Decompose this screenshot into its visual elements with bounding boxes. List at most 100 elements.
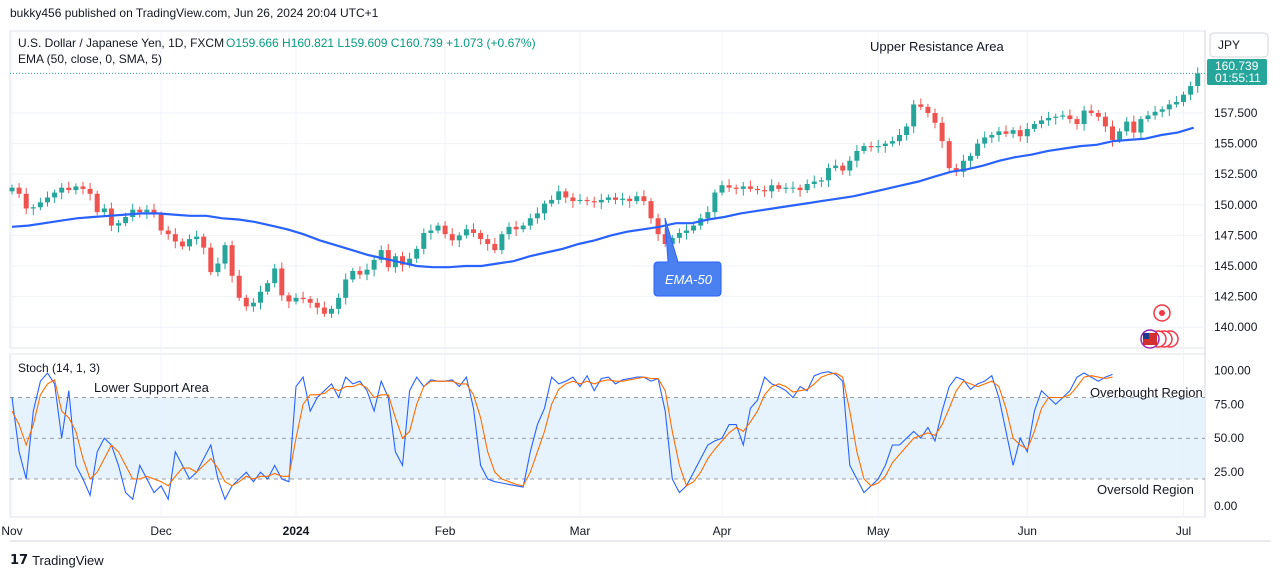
candle-body	[989, 135, 995, 138]
stoch-k-line	[11, 371, 1113, 502]
ema-callout-bubble	[653, 217, 722, 297]
candle-body	[818, 180, 824, 182]
price-tick-label: 155.000	[1214, 137, 1258, 151]
candle-body	[747, 186, 753, 189]
candle-body	[371, 259, 377, 270]
candle-body	[598, 199, 604, 203]
stoch-tick-label: 0.00	[1214, 499, 1238, 513]
candle-body	[542, 203, 547, 214]
candle-body	[265, 283, 271, 292]
candle-body	[776, 185, 782, 189]
stoch-legend: Stoch (14, 1, 3)	[18, 361, 100, 375]
candle-body	[101, 208, 107, 213]
candle-body	[94, 193, 100, 213]
candle-body	[882, 143, 888, 147]
candle-body	[9, 187, 15, 192]
bar-countdown: 01:55:11	[1215, 71, 1261, 85]
time-tick-label: Apr	[713, 524, 732, 538]
candle-body	[229, 245, 235, 276]
currency-selector[interactable]	[1209, 32, 1269, 58]
candle-body	[314, 302, 320, 308]
candle-body	[16, 187, 22, 194]
candle-body	[1039, 120, 1044, 125]
candle-body	[833, 165, 839, 169]
candle-body	[691, 225, 697, 231]
candle-body	[897, 135, 902, 142]
candle-body	[669, 237, 675, 244]
candle-body	[286, 295, 292, 302]
time-tick-label: Dec	[150, 524, 171, 538]
candle-body	[613, 197, 618, 200]
candle-body	[158, 214, 164, 231]
candle-body	[364, 269, 370, 275]
candle-body	[684, 230, 689, 233]
candle-body	[513, 226, 519, 230]
candle-body	[960, 160, 966, 172]
candle-body	[172, 234, 178, 242]
candle-body	[144, 209, 150, 213]
candle-body	[1031, 124, 1037, 129]
candle-body	[87, 188, 93, 194]
ema50-line	[11, 126, 1195, 269]
candle-body	[23, 193, 29, 209]
candle-body	[755, 188, 760, 191]
candle-body	[1067, 115, 1073, 120]
candle-body	[854, 150, 860, 161]
candle-body	[634, 196, 640, 202]
candle-body	[762, 190, 768, 192]
candle-body	[925, 106, 931, 114]
candle-body	[1081, 110, 1087, 125]
candle-body	[1131, 121, 1137, 133]
annotation-oversold: Oversold Region	[1097, 482, 1194, 497]
candle-body	[45, 197, 50, 203]
candle-body	[719, 185, 725, 193]
candle-body	[1195, 73, 1201, 87]
candle-body	[712, 192, 718, 213]
time-tick-label: Jun	[1018, 524, 1037, 538]
candle-body	[826, 168, 831, 181]
candle-body	[1117, 131, 1123, 140]
candle-body	[123, 217, 129, 224]
candle-body	[726, 185, 732, 188]
candle-body	[740, 186, 746, 189]
candle-body	[996, 131, 1002, 136]
ohlc-readout: O159.666 H160.821 L159.609 C160.739 +1.0…	[226, 36, 536, 50]
candle-body	[534, 213, 540, 219]
tradingview-footer[interactable]: 𝟭𝟳 TradingView	[10, 552, 104, 568]
stoch-tick-label: 100.00	[1214, 363, 1251, 377]
last-price-value: 160.739	[1215, 59, 1259, 73]
candle-body	[705, 212, 711, 219]
candle-body	[1102, 116, 1108, 127]
annotation-ema-50: EMA-50	[665, 272, 713, 287]
candle-body	[932, 113, 938, 123]
stoch-level-lines	[10, 397, 1205, 480]
candle-body	[293, 297, 299, 302]
symbol-title: U.S. Dollar / Japanese Yen, 1D, FXCM	[18, 36, 224, 50]
candle-body	[414, 248, 420, 259]
candle-body	[215, 263, 221, 273]
candle-body	[1110, 126, 1115, 140]
candle-body	[435, 225, 441, 231]
candle-body	[1145, 115, 1151, 120]
candle-body	[939, 122, 945, 142]
last-price-badge	[1207, 59, 1267, 85]
candle-body	[321, 307, 327, 314]
candle-body	[236, 275, 242, 298]
price-tick-label: 140.000	[1214, 320, 1258, 334]
candle-body	[797, 187, 803, 191]
tradingview-brand: TradingView	[32, 552, 104, 568]
candle-body	[485, 239, 491, 244]
candle-body	[37, 202, 43, 208]
candle-body	[577, 199, 583, 202]
candle-body	[1152, 111, 1158, 116]
candle-body	[1010, 130, 1016, 134]
candle-body	[1138, 119, 1144, 133]
candle-body	[783, 187, 789, 189]
annotation-lower-support: Lower Support Area	[94, 380, 210, 395]
candle-body	[1095, 113, 1101, 117]
time-tick-label: Feb	[435, 524, 456, 538]
candle-body	[258, 291, 263, 303]
candle-body	[307, 299, 313, 303]
price-tick-label: 150.000	[1214, 198, 1258, 212]
